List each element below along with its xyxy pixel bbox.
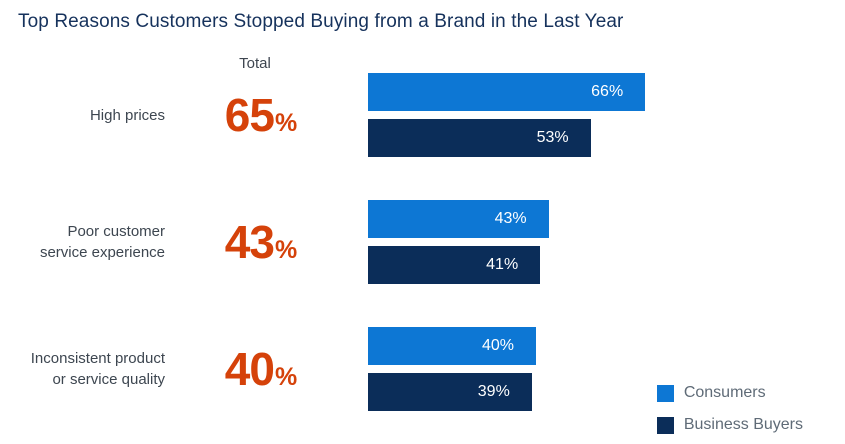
category-label-line: service experience	[39, 244, 165, 261]
bar-business-buyers: 41%	[368, 246, 541, 284]
category-label: High prices	[0, 73, 195, 157]
category-label-line: Poor customer	[67, 223, 165, 240]
bar-value-label: 40%	[481, 337, 514, 354]
bar-pair: 43% 41%	[315, 200, 845, 284]
bar-consumers: 66%	[368, 73, 646, 111]
legend-label: Business Buyers	[683, 416, 803, 433]
legend-label: Consumers	[683, 384, 766, 401]
column-header-row: Total	[0, 52, 845, 73]
bar-value-label: 41%	[486, 256, 519, 273]
total-value: 43%	[195, 219, 315, 265]
total-number: 65	[224, 89, 275, 141]
bar-value-label: 66%	[591, 83, 624, 100]
bar-business-buyers: 53%	[368, 119, 591, 157]
category-label: Poor customer service experience	[0, 200, 195, 284]
percent-sign: %	[274, 236, 298, 264]
total-value: 40%	[195, 346, 315, 392]
category-label-line: High prices	[89, 106, 165, 124]
bar-value-label: 43%	[494, 210, 527, 227]
total-number: 43	[224, 216, 275, 268]
bar-pair: 66% 53%	[315, 73, 845, 157]
chart-row-inconsistent-quality: Inconsistent product or service quality …	[0, 327, 845, 411]
bar-value-label: 53%	[536, 129, 569, 146]
bar-pair: 40% 39%	[315, 327, 845, 411]
chart-row-poor-customer-service: Poor customer service experience 43% 43%…	[0, 200, 845, 284]
legend-item-consumers: Consumers	[656, 384, 803, 402]
legend-swatch-consumers	[656, 384, 674, 402]
legend: Consumers Business Buyers	[656, 384, 803, 434]
bar-value-label: 39%	[477, 383, 510, 400]
total-number: 40	[224, 343, 275, 395]
chart-body: Total High prices 65% 66% 53%	[0, 52, 845, 411]
total-column-header: Total	[239, 55, 271, 72]
bar-consumers: 40%	[368, 327, 536, 365]
percent-sign: %	[274, 363, 298, 391]
percent-sign: %	[274, 109, 298, 137]
category-label: Inconsistent product or service quality	[0, 327, 195, 411]
bar-business-buyers: 39%	[368, 373, 532, 411]
chart-title: Top Reasons Customers Stopped Buying fro…	[18, 11, 624, 32]
chart-row-high-prices: High prices 65% 66% 53%	[0, 73, 845, 157]
total-value: 65%	[195, 92, 315, 138]
legend-swatch-business-buyers	[656, 416, 674, 434]
bar-consumers: 43%	[368, 200, 549, 238]
category-label-line: or service quality	[52, 371, 165, 388]
category-label-line: Inconsistent product	[30, 350, 165, 367]
legend-item-business-buyers: Business Buyers	[656, 416, 803, 434]
